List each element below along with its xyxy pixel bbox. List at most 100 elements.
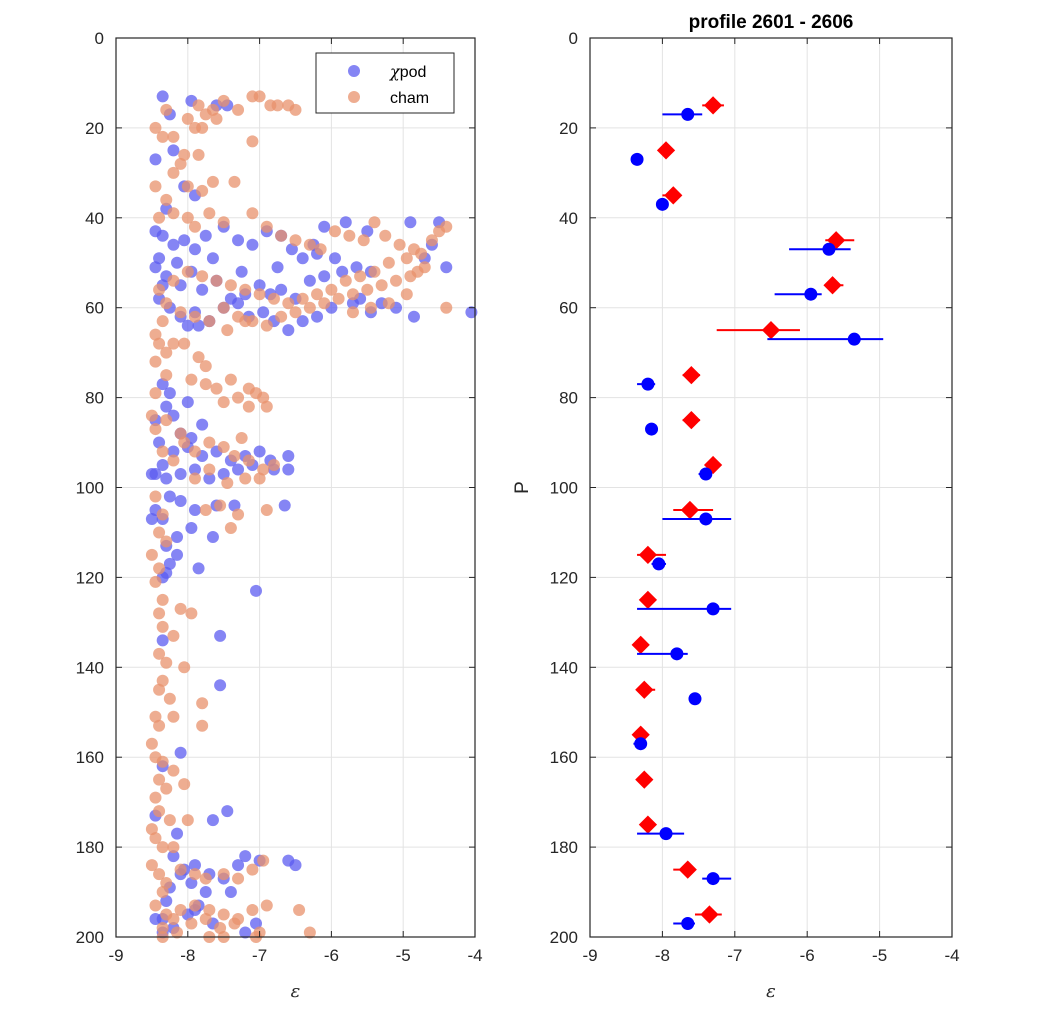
scatter-point [232,508,245,521]
x-tick-label: -6 [324,946,339,965]
scatter-point [153,283,166,296]
scatter-point [156,674,169,687]
x-tick-label: -7 [727,946,742,965]
scatter-point [318,220,331,233]
scatter-point [343,229,356,242]
legend-label: χpod [389,62,426,81]
scatter-point [214,679,227,692]
series-0 [145,90,478,939]
scatter-point [339,274,352,287]
scatter-point [156,378,169,391]
scatter-point [368,216,381,229]
scatter-point [188,472,201,485]
scatter-point [167,144,180,157]
scatter-point [167,445,180,458]
profile-point [659,827,673,841]
profile-point [645,422,659,436]
scatter-point [289,306,302,319]
left-scatter-panel: -9 -8 -7 -6 -5 -4 0 20 40 60 80 100 120 140 160 180 200 ε… [76,29,483,1002]
scatter-point [145,468,158,481]
scatter-point [239,315,252,328]
scatter-point [293,904,306,917]
scatter-point [253,288,266,301]
scatter-point [167,913,180,926]
y-tick-label: 60 [85,299,104,318]
scatter-point [174,863,187,876]
scatter-point [145,409,158,422]
scatter-point [181,396,194,409]
scatter-point [192,99,205,112]
y-tick-label: 140 [550,658,578,677]
scatter-point [174,602,187,615]
scatter-point [203,463,216,476]
scatter-point [232,103,245,116]
y-tick-label: 40 [85,209,104,228]
scatter-point [217,301,230,314]
scatter-point [153,805,166,818]
scatter-point [178,337,191,350]
profile-point [638,545,658,565]
scatter-point [221,477,234,490]
scatter-point [203,207,216,220]
scatter-point [171,926,184,939]
scatter-point [375,279,388,292]
y-tick-label: 100 [550,479,578,498]
series-1 [630,107,884,931]
x-tick-label: -7 [252,946,267,965]
scatter-point [156,90,169,103]
scatter-point [393,238,406,251]
scatter-point [232,859,245,872]
scatter-point [196,121,209,134]
scatter-point [156,130,169,143]
y-tick-label: 100 [76,479,104,498]
scatter-point [289,234,302,247]
scatter-point [282,450,295,463]
scatter-point [153,607,166,620]
legend-marker [348,65,360,77]
scatter-point [235,432,248,445]
scatter-point [332,292,345,305]
legend-label-text: cham [390,90,429,107]
scatter-point [361,225,374,238]
scatter-point [167,841,180,854]
scatter-point [149,575,162,588]
scatter-point [185,521,198,534]
legend-marker [348,91,360,103]
y-tick-label: 180 [550,838,578,857]
scatter-point [167,274,180,287]
scatter-point [368,265,381,278]
scatter-point [174,746,187,759]
profile-point [823,276,842,295]
scatter-point [311,310,324,323]
legend: χpod cham [315,52,455,114]
profile-point [706,872,720,886]
x-tick-label: -6 [800,946,815,965]
x-axis-label: ε [766,981,776,1002]
scatter-point [167,710,180,723]
scatter-point [181,211,194,224]
scatter-point [167,166,180,179]
scatter-point [149,710,162,723]
profile-point [634,737,648,751]
scatter-point [253,472,266,485]
scatter-point [199,503,212,516]
scatter-point [203,472,216,485]
scatter-point [239,850,252,863]
scatter-point [440,301,453,314]
profile-point [706,602,720,616]
profile-point [703,96,723,115]
scatter-point [178,234,191,247]
y-tick-label: 140 [76,658,104,677]
scatter-point [188,463,201,476]
scatter-point [163,814,176,827]
scatter-point [224,521,237,534]
scatter-point [282,324,295,337]
scatter-point [196,697,209,710]
scatter-point [149,791,162,804]
scatter-point [149,899,162,912]
x-axis-label: ε [291,981,301,1002]
scatter-point [246,904,259,917]
scatter-point [296,252,309,265]
scatter-point [206,252,219,265]
scatter-point [400,288,413,301]
